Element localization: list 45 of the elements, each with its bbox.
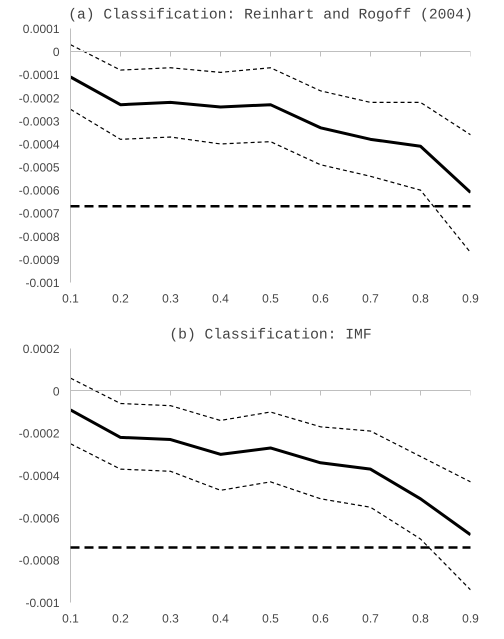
line-series (70, 108, 470, 254)
x-tick-label: 0.8 (412, 612, 430, 626)
y-tick-label: -0.001 (25, 276, 60, 290)
y-tick-label: -0.0008 (18, 230, 60, 244)
x-tick-label: 0.5 (262, 292, 280, 306)
x-tick-label: 0.4 (212, 612, 230, 626)
x-tick-label: 0.6 (312, 292, 330, 306)
x-tick-label: 0.1 (62, 292, 80, 306)
line-series (70, 378, 470, 482)
y-tick-label: -0.0008 (18, 554, 60, 568)
y-tick-label: -0.0002 (18, 426, 60, 441)
x-tick-label: 0.6 (312, 612, 330, 626)
x-tick-label: 0.9 (462, 612, 480, 626)
x-tick-label: 0.1 (62, 612, 80, 626)
x-tick-label: 0.9 (462, 292, 480, 306)
chart-title: (a) Classification: Reinhart and Rogoff (2004) (68, 8, 473, 24)
x-tick-label: 0.8 (412, 292, 430, 306)
y-tick-label: 0.0002 (22, 342, 60, 356)
y-tick-label: -0.0004 (18, 469, 60, 483)
y-tick-label: 0 (52, 45, 60, 60)
x-tick-label: 0.7 (362, 612, 380, 626)
y-tick-label: 0.0001 (22, 22, 60, 36)
y-tick-label: -0.0007 (18, 206, 60, 221)
x-tick-label: 0.2 (112, 292, 130, 306)
line-series (70, 443, 470, 590)
x-tick-label: 0.4 (212, 292, 230, 306)
y-tick-label: 0 (52, 384, 60, 398)
x-tick-label: 0.5 (262, 612, 280, 626)
chart-title: (b) Classification: IMF (169, 328, 372, 344)
y-tick-label: -0.001 (25, 596, 60, 610)
line-series (70, 75, 470, 194)
y-tick-label: -0.0002 (18, 91, 60, 106)
y-tick-label: -0.0004 (18, 137, 60, 152)
y-tick-label: -0.0006 (18, 511, 60, 526)
line-series (70, 408, 470, 536)
y-tick-label: -0.0009 (18, 252, 60, 267)
y-tick-label: -0.0006 (18, 184, 60, 198)
y-tick-label: -0.0003 (18, 114, 60, 128)
y-tick-label: -0.0005 (18, 160, 60, 175)
line-series (70, 44, 470, 136)
x-tick-label: 0.7 (362, 292, 380, 306)
y-tick-label: -0.0001 (18, 68, 60, 82)
x-tick-label: 0.2 (112, 612, 130, 626)
x-tick-label: 0.3 (162, 292, 180, 306)
x-tick-label: 0.3 (162, 612, 180, 626)
